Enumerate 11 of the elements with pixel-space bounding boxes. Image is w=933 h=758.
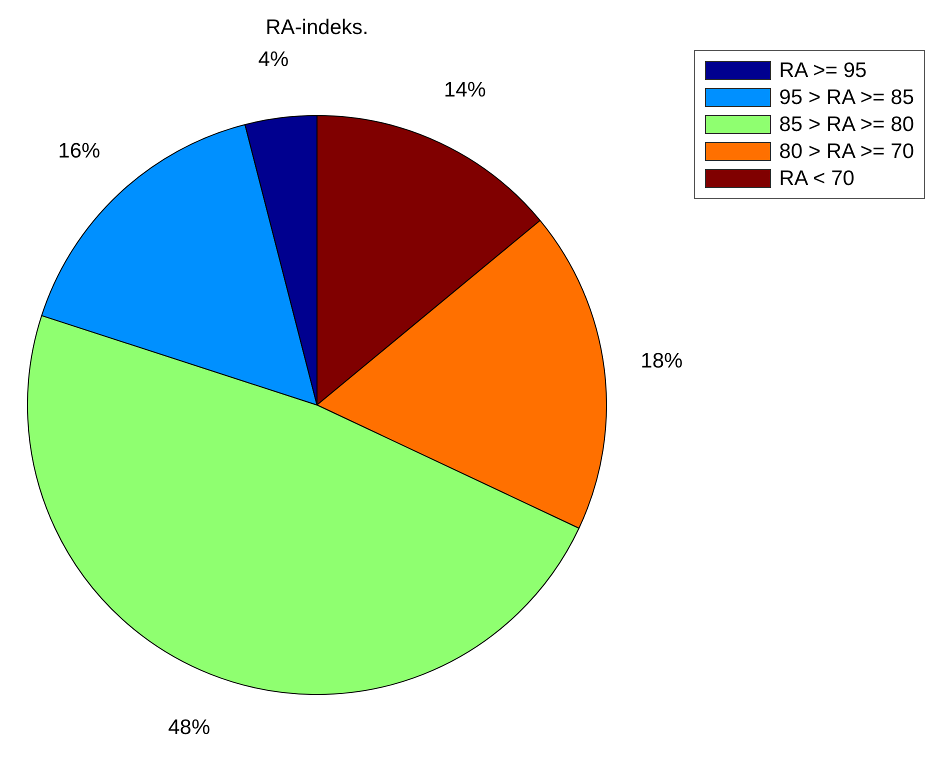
legend-label: 95 > RA >= 85 bbox=[779, 86, 914, 110]
data-label: 14% bbox=[444, 78, 486, 102]
data-label: 4% bbox=[258, 48, 289, 72]
data-label: 48% bbox=[168, 716, 210, 739]
data-label: 18% bbox=[640, 349, 683, 372]
data-label: 16% bbox=[58, 140, 100, 163]
legend-label: RA < 70 bbox=[779, 166, 854, 190]
legend-label: 85 > RA >= 80 bbox=[779, 112, 914, 136]
legend-label: 80 > RA >= 70 bbox=[779, 140, 914, 164]
legend-label: RA >= 95 bbox=[779, 58, 867, 82]
chart-title: RA-indeks. bbox=[264, 16, 370, 40]
